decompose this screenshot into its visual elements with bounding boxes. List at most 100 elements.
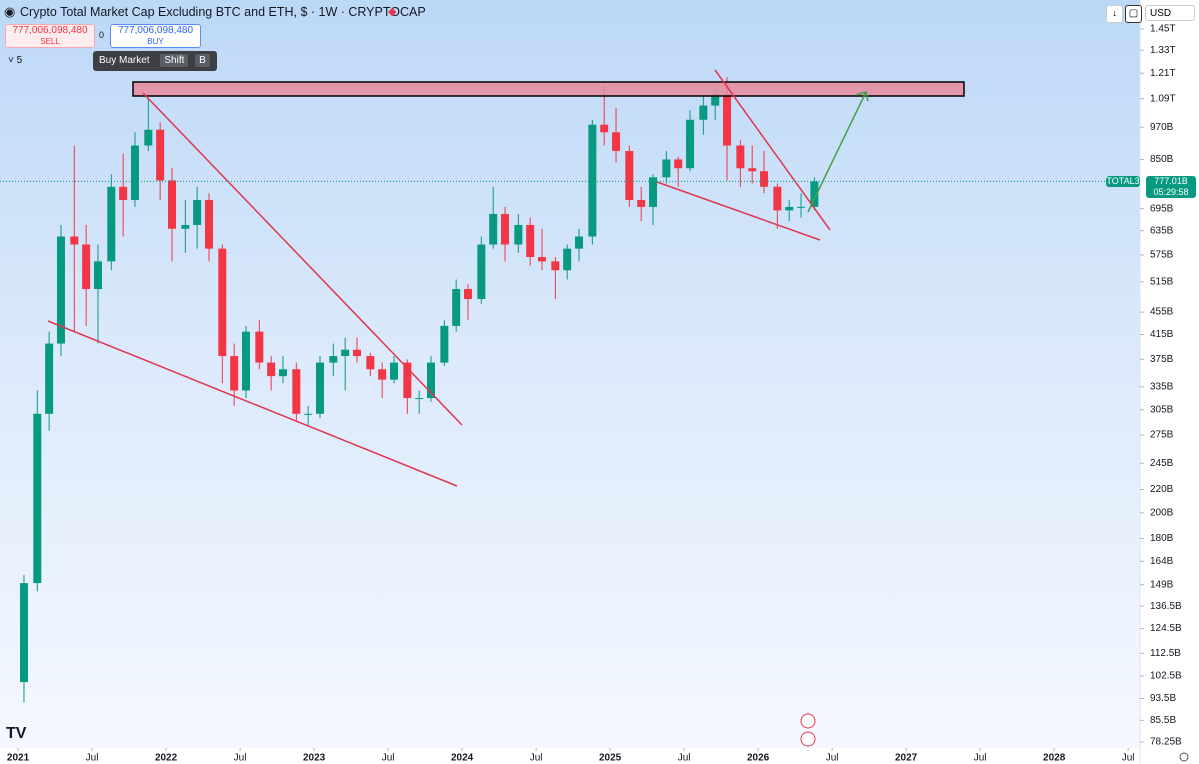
candle-body	[415, 398, 424, 400]
y-tick-label: 164B	[1150, 556, 1174, 567]
candle-body	[316, 362, 325, 414]
candle-body	[427, 362, 436, 399]
time-axis	[0, 748, 1199, 764]
candle-body	[33, 413, 42, 584]
candle-body	[45, 343, 54, 414]
y-tick-label: 112.5B	[1150, 648, 1181, 659]
candle-body	[241, 331, 250, 391]
x-tick-label: Jul	[826, 753, 839, 764]
candle-body	[600, 124, 609, 133]
y-tick-label: 850B	[1150, 154, 1174, 165]
candle-body	[514, 224, 523, 245]
trend-line	[714, 69, 831, 231]
candle-body	[255, 331, 264, 363]
y-tick-label: 78.25B	[1150, 737, 1182, 748]
candle-body	[440, 325, 449, 363]
x-tick-label: Jul	[530, 753, 543, 764]
candle-body	[292, 369, 301, 414]
candle-body	[156, 129, 165, 181]
candle-body	[760, 171, 769, 187]
y-tick-label: 575B	[1150, 250, 1174, 261]
flag[interactable]: ◆	[388, 6, 397, 18]
x-tick-label: 2028	[1043, 753, 1066, 764]
y-tick-label: 1.09T	[1150, 93, 1176, 104]
x-tick-label: Jul	[1122, 753, 1135, 764]
sell-label: SELL	[40, 37, 60, 46]
candle-body	[699, 105, 708, 120]
candle-body	[82, 244, 91, 290]
candle-body	[329, 356, 338, 363]
candle-body	[107, 186, 116, 262]
candle-body	[588, 124, 597, 237]
candle-body	[193, 199, 202, 225]
candle-body	[551, 261, 560, 271]
currency-select[interactable]: USD	[1145, 5, 1195, 21]
candle-body	[625, 150, 634, 200]
y-tick-label: 200B	[1150, 507, 1174, 518]
buy-button[interactable]: 777,006,098,480 BUY	[110, 24, 201, 48]
download-button[interactable]: ↓	[1106, 5, 1123, 23]
y-tick-label: 1.45T	[1150, 24, 1176, 35]
candle-body	[218, 248, 227, 357]
candle-body	[144, 129, 153, 146]
resistance-zone	[132, 81, 965, 97]
last-price: 777.01B	[1154, 175, 1188, 186]
y-tick-label: 695B	[1150, 203, 1174, 214]
spread: 0	[99, 30, 105, 40]
indicators-toggle[interactable]: ˅ 5	[8, 55, 23, 66]
tooltip: Buy Market Shift B	[93, 51, 217, 71]
event-icon[interactable]	[800, 713, 816, 729]
trend-line	[656, 181, 821, 241]
y-tick-label: 455B	[1150, 307, 1174, 318]
event-icon[interactable]	[800, 731, 816, 747]
candle-body	[526, 224, 535, 258]
sell-price: 777,006,098,480	[12, 25, 88, 36]
y-tick-label: 1.21T	[1150, 68, 1176, 79]
candle-body	[736, 145, 745, 169]
candle-body	[748, 168, 757, 172]
price-tag: 777.01B 05:29:58	[1146, 175, 1196, 198]
x-tick-label: Jul	[86, 753, 99, 764]
symbol-title: Crypto Total Market Cap Excluding BTC an…	[20, 5, 426, 19]
x-tick-label: 2025	[599, 753, 622, 764]
symbol-icon: ◉	[4, 4, 16, 19]
y-tick-label: 220B	[1150, 484, 1174, 495]
candle-body	[403, 362, 412, 399]
x-tick-label: 2022	[155, 753, 178, 764]
candle-body	[230, 356, 239, 391]
x-tick-label: Jul	[678, 753, 691, 764]
price-axis	[1140, 0, 1199, 764]
y-tick-label: 305B	[1150, 404, 1174, 415]
buy-price: 777,006,098,480	[117, 25, 194, 36]
candle-body	[538, 257, 547, 262]
candle-body	[366, 356, 375, 370]
candle-body	[674, 159, 683, 169]
candle-body	[279, 369, 288, 377]
trend-line	[142, 92, 463, 426]
buy-label: BUY	[147, 37, 164, 46]
candle-body	[304, 413, 313, 415]
candle-body	[649, 177, 658, 207]
candle-body	[70, 236, 79, 245]
y-tick-label: 180B	[1150, 533, 1174, 544]
arrow-head	[855, 91, 869, 102]
y-tick-label: 375B	[1150, 354, 1174, 365]
x-tick-label: Jul	[382, 753, 395, 764]
candle-body	[773, 186, 782, 211]
sell-button[interactable]: 777,006,098,480 SELL	[5, 24, 95, 48]
layout-button[interactable]: ▢	[1125, 5, 1142, 23]
candle-body	[56, 236, 65, 344]
candle-body	[797, 206, 806, 208]
candle-body	[501, 213, 510, 245]
y-tick-label: 275B	[1150, 430, 1174, 441]
y-tick-label: 335B	[1150, 381, 1174, 392]
x-tick-label: 2023	[303, 753, 326, 764]
settings-icon[interactable]	[1179, 752, 1189, 762]
x-tick-label: Jul	[234, 753, 247, 764]
candle-body	[686, 119, 695, 169]
candle-body	[637, 199, 646, 207]
symbol-tag: TOTAL3	[1106, 175, 1140, 187]
candle-body	[130, 145, 139, 200]
tooltip-text: Buy Market	[99, 55, 150, 66]
